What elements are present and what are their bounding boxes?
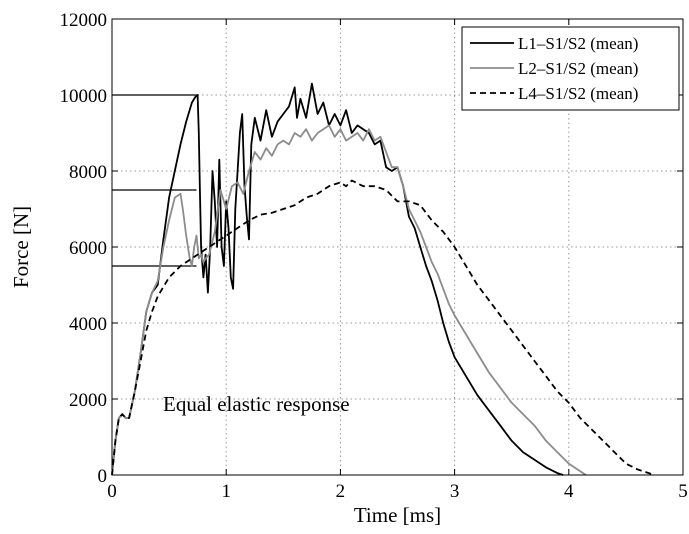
- y-tick-label: 8000: [69, 162, 107, 183]
- legend-label-3: L4–S1/S2 (mean): [518, 84, 638, 103]
- y-tick-label: 6000: [69, 238, 107, 259]
- x-tick-label: 0: [107, 481, 117, 502]
- x-tick-label: 5: [678, 481, 688, 502]
- annotation-text: Equal elastic response: [163, 392, 350, 416]
- series-line-1: [111, 82, 564, 476]
- series-line-2: [111, 124, 587, 476]
- y-tick-label: 10000: [60, 86, 108, 107]
- y-tick-label: 2000: [69, 390, 107, 411]
- reference-lines: [112, 94, 199, 267]
- x-tick-label: 3: [450, 481, 460, 502]
- x-axis-label: Time [ms]: [354, 503, 441, 527]
- grid: [112, 19, 683, 475]
- axis-ticks: 0 1 2 3 4 5 0 2000 4000 6000 8000 10000 12000: [60, 10, 688, 502]
- series-lines: [111, 82, 655, 476]
- legend: L1–S1/S2 (mean) L2–S1/S2 (mean) L4–S1/S2 (…: [461, 26, 680, 111]
- legend-label-1: L1–S1/S2 (mean): [518, 34, 638, 53]
- x-tick-label: 4: [564, 481, 574, 502]
- y-tick-label: 12000: [60, 10, 108, 31]
- x-tick-label: 1: [221, 481, 231, 502]
- series-line-3: [111, 179, 655, 476]
- legend-label-2: L2–S1/S2 (mean): [518, 59, 638, 78]
- y-tick-label: 0: [98, 466, 108, 487]
- y-axis-label: Force [N]: [9, 206, 33, 288]
- y-tick-label: 4000: [69, 314, 107, 335]
- x-tick-label: 2: [336, 481, 346, 502]
